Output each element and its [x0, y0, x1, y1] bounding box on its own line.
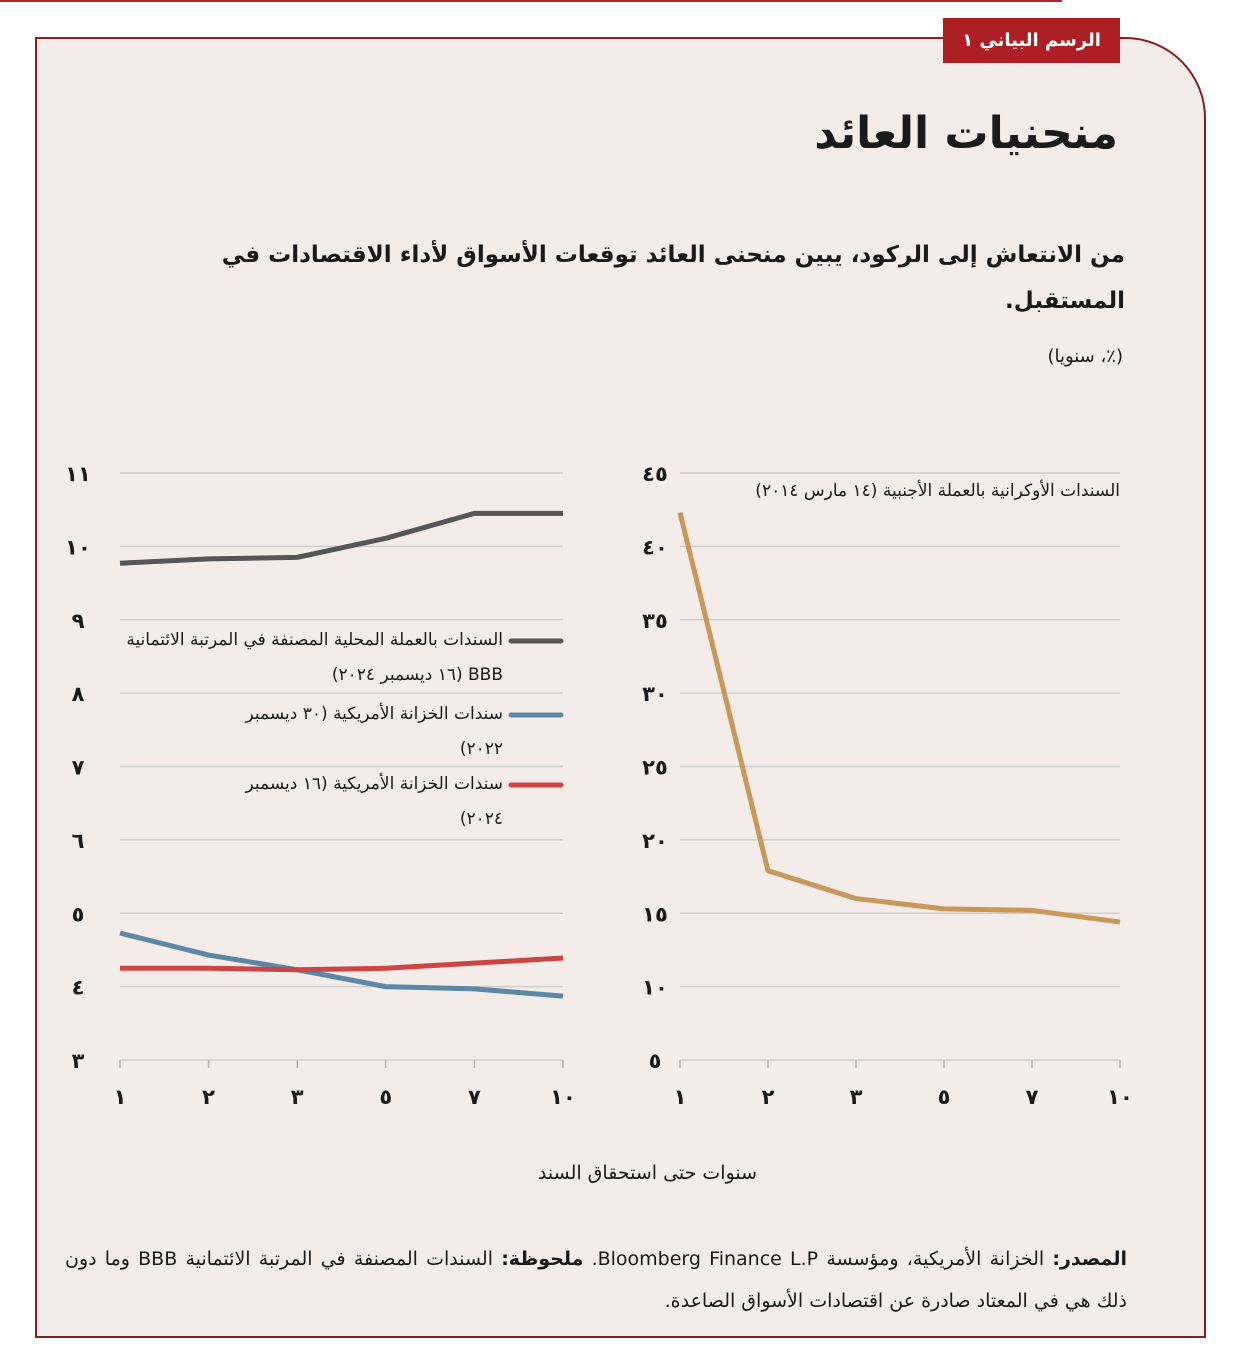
y-tick-label: ٤٥: [642, 462, 668, 486]
y-tick-label: ١٥: [642, 902, 668, 926]
x-tick-label: ١٠: [1107, 1085, 1133, 1109]
footer: المصدر: الخزانة الأمريكية، ومؤسسة Bloomb…: [65, 1238, 1127, 1322]
y-tick-label: ٧: [72, 756, 85, 780]
series-line: [119, 930, 564, 999]
y-tick-label: ٤٠: [642, 535, 668, 559]
x-tick-label: ١: [674, 1085, 687, 1109]
frame: [35, 37, 1206, 1338]
series-line: [119, 510, 563, 566]
x-tick-label: ٧: [1026, 1085, 1039, 1109]
x-tick-label: ٥: [938, 1085, 951, 1109]
note-label: ملحوظة:: [501, 1248, 584, 1270]
x-axis-title: سنوات حتى استحقاق السند: [537, 1162, 758, 1184]
legend-label: سندات الخزانة الأمريكية (٣٠ ديسمبر ٢٠٢٢): [245, 704, 503, 759]
x-tick-label: ٣: [291, 1085, 304, 1109]
x-tick-label: ٧: [468, 1085, 481, 1109]
y-tick-label: ٩: [72, 609, 85, 633]
y-tick-label: ٣٠: [642, 682, 668, 706]
title-rule: [0, 0, 1062, 2]
y-tick-label: ٣: [72, 1049, 85, 1073]
series-line: [120, 955, 564, 973]
x-tick-label: ٢: [762, 1085, 775, 1109]
x-tick-label: ١٠: [550, 1085, 576, 1109]
note: السندات المصنفة في المرتبة الائتمانية BB…: [65, 1248, 1127, 1312]
y-tick-label: ٥: [649, 1049, 662, 1073]
legend-label: سندات الخزانة الأمريكية (١٦ ديسمبر ٢٠٢٤): [245, 774, 503, 829]
x-tick-label: ٢: [202, 1085, 215, 1109]
source-label: المصدر:: [1052, 1248, 1127, 1270]
source: الخزانة الأمريكية، ومؤسسة Bloomberg Fina…: [591, 1248, 1045, 1270]
subtitle: من الانتعاش إلى الركود، يبين منحنى العائ…: [221, 242, 1125, 314]
x-tick-label: ٥: [379, 1085, 392, 1109]
series-annotation: السندات الأوكرانية بالعملة الأجنبية (١٤ …: [755, 481, 1120, 501]
y-tick-label: ١٠: [642, 976, 668, 1000]
unit-label: (٪، سنويا): [1047, 346, 1123, 367]
legend-label: السندات بالعملة المحلية المصنفة في المرت…: [126, 630, 503, 685]
title: منحنيات العائد: [814, 108, 1118, 159]
y-tick-label: ٢٥: [642, 756, 668, 780]
badge: الرسم البياني ١: [943, 18, 1120, 63]
y-tick-label: ٦: [72, 829, 85, 853]
x-tick-label: ١: [114, 1085, 127, 1109]
y-tick-label: ٥: [72, 902, 85, 926]
y-tick-label: ٣٥: [642, 609, 668, 633]
y-tick-label: ١١: [65, 462, 91, 486]
x-tick-label: ٣: [850, 1085, 863, 1109]
y-tick-label: ٤: [72, 976, 85, 1000]
y-tick-label: ١٠: [65, 535, 91, 559]
series-line: [677, 512, 1121, 925]
y-tick-label: ٢٠: [642, 829, 668, 853]
y-tick-label: ٨: [72, 682, 85, 706]
